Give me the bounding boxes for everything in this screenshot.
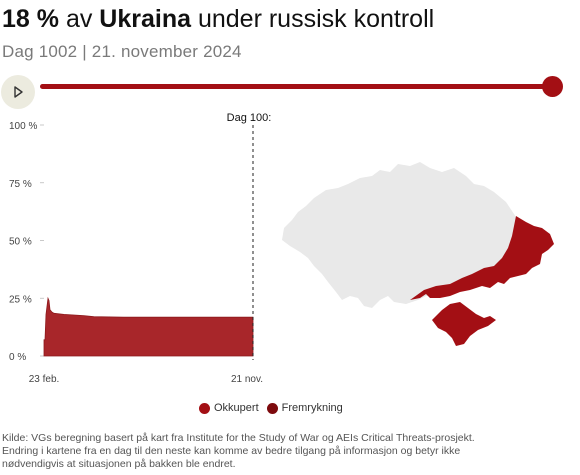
legend-dot-fremrykning (266, 402, 278, 414)
current-day-label: Dag 100: (227, 112, 272, 124)
page-title: 18 % av Ukraina under russisk kontroll (2, 5, 434, 33)
legend-item-okkupert: Okkupert (199, 402, 259, 414)
date-subtitle: Dag 1002 | 21. november 2024 (2, 42, 242, 61)
ukraine-territory (282, 162, 520, 308)
title-country: Ukraina (99, 5, 192, 33)
source-note: Kilde: VGs beregning basert på kart fra … (2, 432, 572, 471)
source-line-3: nødvendigvis at situasjonen på bakken bl… (2, 458, 236, 470)
x-axis: 23 feb. 21 nov. (29, 374, 263, 385)
y-axis: 100 % 75 % 50 % 25 % 0 % (9, 121, 37, 363)
source-line-1: Kilde: VGs beregning basert på kart fra … (2, 432, 475, 444)
y-tick-label: 75 % (9, 179, 32, 190)
source-line-2: Endring i kartene fra en dag til den nes… (2, 445, 461, 457)
ukraine-map (282, 162, 554, 346)
title-rest: under russisk kontroll (197, 5, 435, 33)
title-av: av (65, 5, 93, 33)
timeline-track[interactable] (40, 84, 554, 89)
occupied-area (43, 296, 254, 357)
play-button[interactable] (1, 75, 35, 109)
x-tick-label: 21 nov. (231, 374, 263, 385)
legend-item-fremrykning: Fremrykning (266, 402, 343, 414)
y-tick-label: 100 % (9, 121, 37, 132)
y-tick-label: 25 % (9, 294, 32, 305)
y-tick-label: 0 % (9, 352, 26, 363)
legend-dot-okkupert (199, 402, 210, 414)
timeline-slider-handle[interactable] (542, 76, 563, 97)
legend-label-fremrykning: Fremrykning (281, 402, 343, 414)
grid-lines (40, 124, 44, 357)
occupied-east (410, 216, 554, 300)
title-percent: 18 % (2, 5, 59, 33)
legend-label-okkupert: Okkupert (214, 402, 259, 414)
y-tick-label: 50 % (9, 237, 32, 248)
occupation-chart: 100 % 75 % 50 % 25 % 0 % Dag 100: 23 feb. 21 … (9, 112, 272, 385)
occupied-crimea (432, 302, 496, 346)
play-icon (14, 86, 23, 98)
legend: Okkupert Fremrykning (199, 402, 343, 414)
x-tick-label: 23 feb. (29, 374, 60, 385)
